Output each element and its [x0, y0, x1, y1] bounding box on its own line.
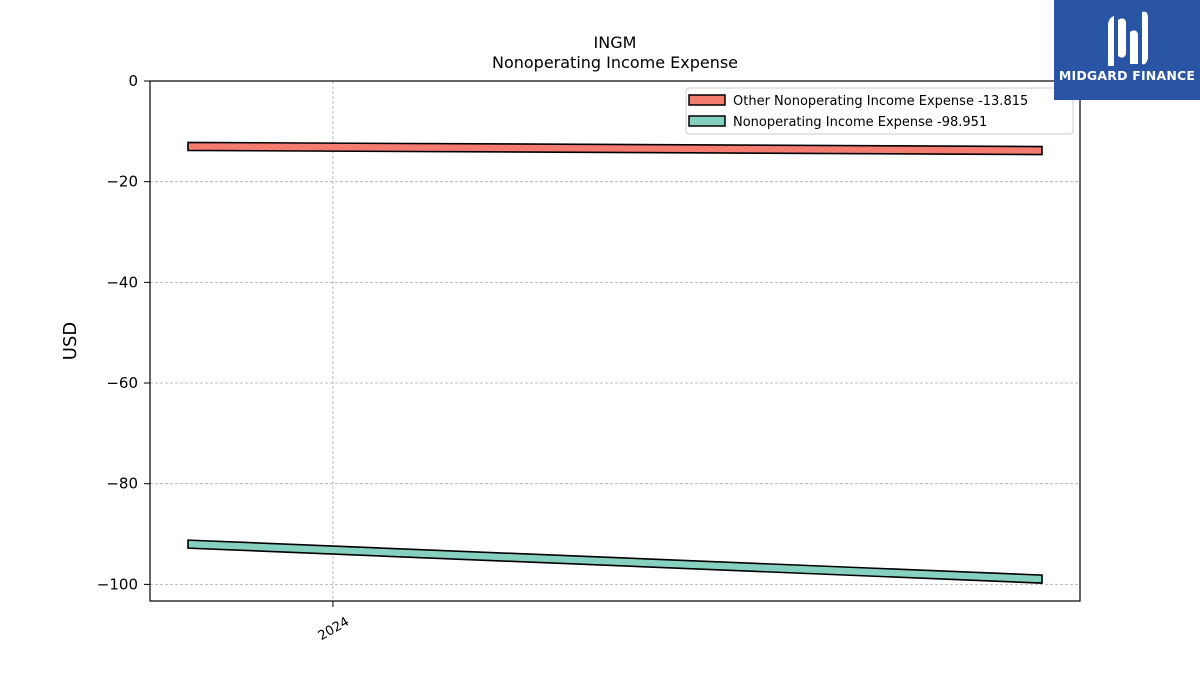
y-tick-label: −80 — [106, 475, 138, 493]
y-tick-label: −20 — [106, 173, 138, 191]
y-tick-label: 0 — [128, 72, 138, 90]
series-layer — [187, 141, 1043, 584]
x-tick-label: 2024 — [316, 614, 352, 644]
legend-swatch — [688, 94, 726, 106]
y-tick-label: −40 — [106, 273, 138, 291]
y-axis: 0 −20 −40 −60 −80 −100 — [97, 72, 150, 593]
series-band — [187, 141, 1043, 156]
legend-label: Other Nonoperating Income Expense -13.81… — [733, 94, 1028, 109]
y-tick-label: −60 — [106, 374, 138, 392]
legend: Other Nonoperating Income Expense -13.81… — [685, 87, 1074, 135]
y-tick-label: −100 — [97, 575, 138, 593]
plot-frame — [149, 80, 1081, 602]
legend-swatch — [688, 115, 726, 127]
y-axis-label: USD — [60, 322, 81, 360]
chart-title: INGM — [594, 33, 637, 52]
chart-subtitle: Nonoperating Income Expense — [492, 53, 738, 72]
midgard-logo-icon — [1108, 11, 1148, 66]
series-band — [187, 539, 1043, 584]
x-axis: 2024 — [316, 601, 352, 644]
brand-name: MIDGARD FINANCE — [1058, 68, 1196, 83]
grid — [150, 81, 1080, 601]
legend-label: Nonoperating Income Expense -98.951 — [733, 115, 987, 130]
brand-logo: MIDGARD FINANCE — [1054, 0, 1200, 100]
legend-box — [685, 87, 1074, 135]
